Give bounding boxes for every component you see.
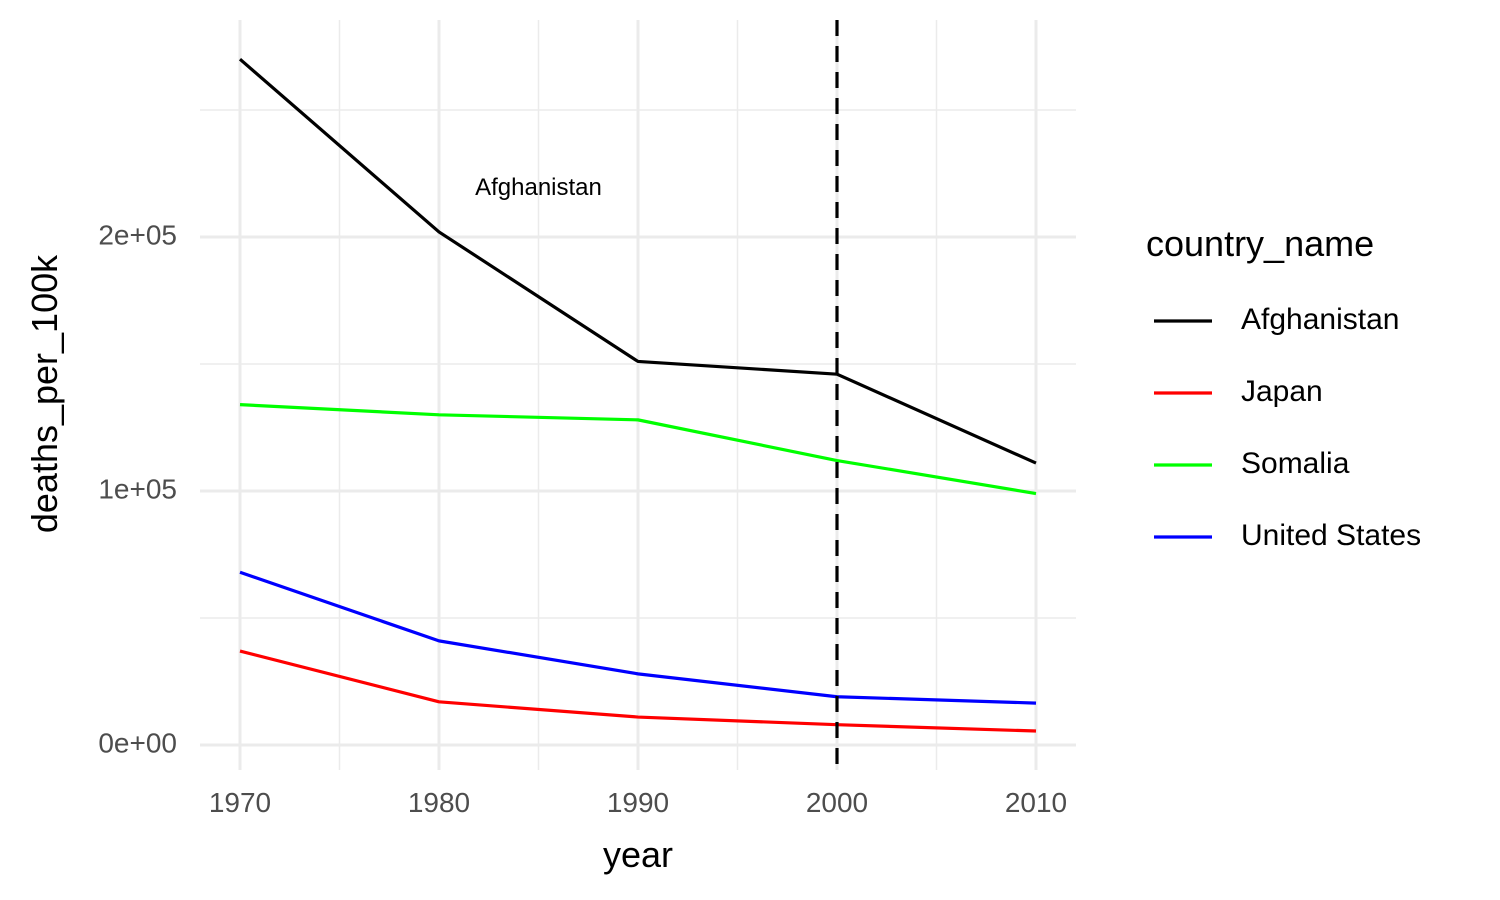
y-axis-tick-labels: 0e+00 1e+05 2e+05 (98, 219, 177, 758)
series-line-afghanistan (238, 57, 1037, 465)
series-line-somalia (239, 403, 1037, 496)
series-line-japan (239, 649, 1037, 733)
y-tick-label: 1e+05 (98, 473, 177, 504)
x-tick-label: 2000 (806, 787, 868, 818)
y-tick-label: 2e+05 (98, 219, 177, 250)
annotations: Afghanistan (475, 174, 602, 201)
y-tick-label: 0e+00 (98, 727, 177, 758)
y-axis-title: deaths_per_100k (24, 254, 65, 533)
annotation-label: Afghanistan (475, 174, 602, 201)
legend-title: country_name (1146, 223, 1374, 264)
legend-items: Afghanistan Japan Somalia United States (1154, 303, 1421, 552)
x-tick-label: 1990 (607, 787, 669, 818)
x-axis-tick-labels: 1970 1980 1990 2000 2010 (209, 787, 1067, 818)
legend-label: Somalia (1241, 447, 1350, 480)
x-tick-label: 2010 (1005, 787, 1067, 818)
legend: country_name Afghanistan Japan Somalia Unit… (1146, 223, 1421, 552)
legend-label: Afghanistan (1241, 303, 1399, 336)
major-gridlines (200, 20, 1076, 770)
series-line-united-states (239, 570, 1037, 705)
legend-label: United States (1241, 519, 1421, 552)
legend-label: Japan (1241, 375, 1323, 408)
x-axis-title: year (603, 834, 673, 875)
x-tick-label: 1980 (408, 787, 470, 818)
series-lines (238, 57, 1037, 733)
x-tick-label: 1970 (209, 787, 271, 818)
